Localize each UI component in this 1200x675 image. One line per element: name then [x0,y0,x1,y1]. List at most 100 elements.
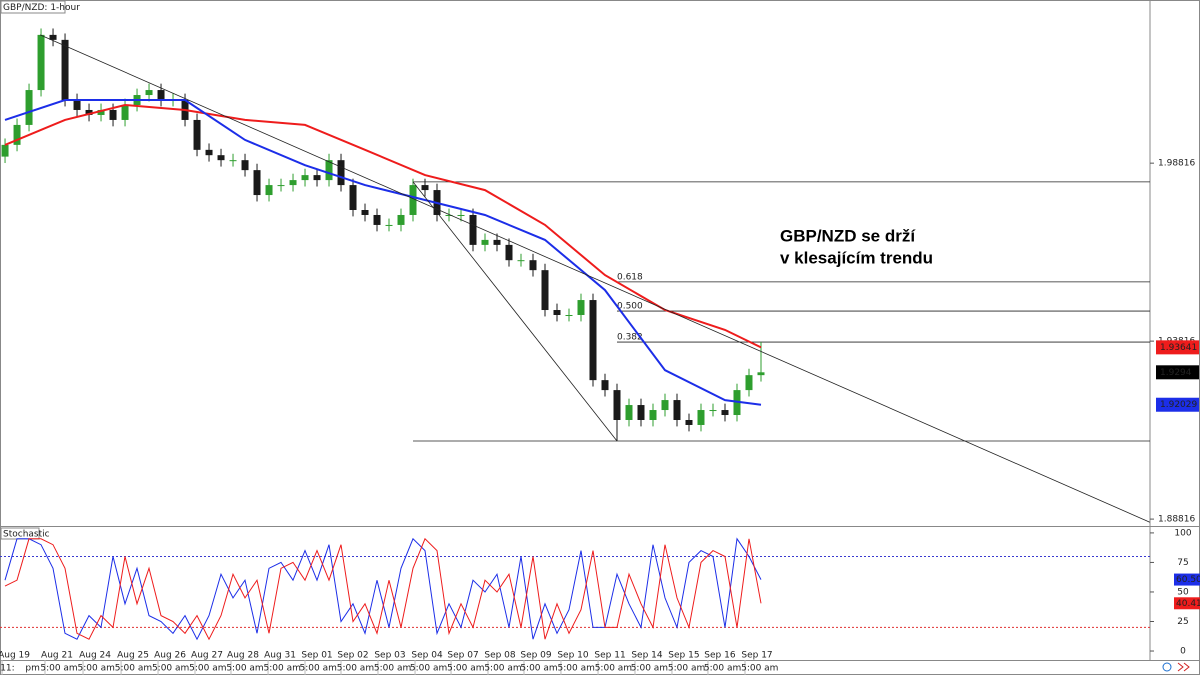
value-box-label: 60.50 [1176,575,1200,585]
x-tick-label: Sep 08 [484,651,516,661]
candle-body [205,149,213,156]
candle-body [541,270,549,311]
candle-body [277,185,285,187]
pane-title: Stochastic [3,530,50,540]
candle-body [721,410,729,416]
x-tick-label: 11: [0,664,14,674]
fib-label: 0.500 [617,302,643,312]
candle-body [301,175,309,181]
x-tick-label: 5:00 am [484,664,521,674]
x-tick-label: Sep 10 [557,651,589,661]
candle-body [85,109,93,115]
icon [1162,662,1172,672]
x-tick-label: Sep 16 [704,651,736,661]
candle-body [577,300,585,315]
candle-body [265,185,273,196]
x-tick-label: Aug 21 [41,651,73,661]
moving-average [4,99,762,406]
x-tick-label: Sep 02 [337,651,368,661]
candle-body [49,34,57,40]
x-tick-label: 5:00 am [337,664,374,674]
candle-body [469,214,477,245]
fib-label: 0.382 [617,333,643,343]
price-box [1156,365,1199,380]
candle-body [193,119,201,150]
x-tick-label: 5:00 am [595,664,632,674]
x-tick-label: 5:00 am [300,664,337,674]
stochastic-line [4,537,762,641]
y-tick-label: 25 [1177,617,1188,627]
candle-body [661,400,669,411]
x-tick-label: Sep 17 [741,651,772,661]
x-tick-label: Sep 14 [631,651,663,661]
annotation: GBP/NZD se drží [780,226,916,245]
value-box-label: 40.41 [1176,599,1200,609]
candle-body [673,400,681,420]
x-tick-label: 5:00 am [374,664,411,674]
x-tick-label: Aug 25 [117,651,149,661]
y-tick-label: 100 [1174,528,1191,538]
candle-body [121,105,129,120]
x-tick-label: 5:00 am [520,664,557,674]
candle-body [565,315,573,316]
price-box [1156,397,1199,412]
price-box [1156,340,1199,355]
x-tick-label: Sep 03 [374,651,405,661]
x-tick-label: 5:00 am [704,664,741,674]
candle-body [373,214,381,225]
candle-body [25,90,33,125]
candle-body [481,239,489,245]
candle-body [157,90,165,101]
value-box [1174,597,1200,610]
stochastic-line [4,537,762,641]
y-tick-label: 1.88816 [1158,515,1195,525]
y-tick-label: 75 [1177,558,1188,568]
x-tick-label: Sep 15 [668,651,699,661]
candle-body [289,180,297,186]
moving-average [4,103,762,349]
candle-body [217,155,225,161]
x-tick-label: 5:00 am [741,664,778,674]
price-box-label: 1.93641 [1160,343,1197,353]
candle-body [445,214,453,216]
chart-title: GBP/NZD: 1-hour [3,3,80,13]
candle-body [421,185,429,191]
candle-body [685,420,693,425]
x-tick-label: Aug 24 [79,651,111,661]
x-tick-label: 5:00 am [410,664,447,674]
x-tick-label: Aug 26 [154,651,186,661]
candle-body [757,372,765,376]
x-tick-label: 5:00 am [264,664,301,674]
candle-body [517,260,525,262]
x-tick-label: 5:00 am [447,664,484,674]
candle-body [649,410,657,420]
x-tick-label: pm [25,664,39,674]
candle-body [493,239,501,245]
x-tick-label: 5:00 am [558,664,595,674]
footer-icons [1162,662,1190,672]
candle-body [229,160,237,162]
candle-body [601,380,609,391]
trendline [39,34,1150,523]
y-tick-label: 0 [1180,647,1186,657]
y-tick-label: 1.98816 [1158,159,1195,169]
trendline [412,181,618,442]
x-tick-label: Sep 09 [520,651,552,661]
candle-body [61,39,69,101]
candle-body [589,300,597,381]
x-tick-label: 5:00 am [115,664,152,674]
x-tick-label: 5:00 am [40,664,77,674]
x-tick-label: 5:00 am [152,664,189,674]
candle-body [241,160,249,171]
x-tick-label: 5:00 am [226,664,263,674]
fib-label: 0.618 [617,272,643,282]
title-box [0,0,66,14]
candle-body [97,109,105,115]
candle-body [625,405,633,420]
candle-body [637,405,645,420]
candle-body [109,109,117,120]
candle-body [313,175,321,181]
annotation: v klesajícím trendu [780,248,933,267]
price-box-label: 1.9294 [1160,368,1192,378]
